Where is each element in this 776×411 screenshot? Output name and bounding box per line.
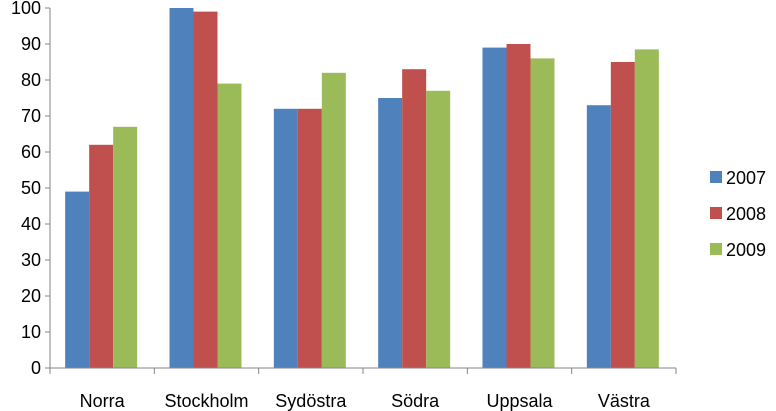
bar: [402, 69, 427, 368]
bar: [193, 11, 218, 368]
legend-swatch: [710, 207, 722, 219]
y-tick-label: 90: [21, 34, 41, 54]
bar: [321, 72, 346, 369]
bar: [113, 126, 138, 368]
y-tick-label: 40: [21, 214, 41, 234]
y-tick-label: 50: [21, 178, 41, 198]
bar: [297, 108, 322, 369]
x-tick-label: Södra: [391, 391, 440, 411]
x-axis: Norra Stockholm Sydöstra Södra Uppsala Västra: [49, 367, 677, 411]
bar: [530, 58, 555, 369]
legend-label: 2008: [726, 204, 766, 224]
bar: [586, 105, 611, 368]
y-tick-label: 80: [21, 70, 41, 90]
bar: [65, 191, 90, 368]
y-tick-label: 10: [21, 322, 41, 342]
y-tick-label: 30: [21, 250, 41, 270]
bar: [426, 90, 451, 369]
x-tick-label: Norra: [80, 391, 126, 411]
legend: 2007 2008 2009: [710, 168, 766, 260]
bar: [610, 62, 635, 368]
x-tick-label: Uppsala: [486, 391, 553, 411]
y-tick-label: 60: [21, 142, 41, 162]
y-tick-label: 70: [21, 106, 41, 126]
legend-swatch: [710, 171, 722, 183]
legend-label: 2007: [726, 168, 766, 188]
x-tick-label: Sydöstra: [275, 391, 347, 411]
y-tick-label: 20: [21, 286, 41, 306]
y-tick-label: 100: [11, 0, 41, 18]
bar: [378, 98, 403, 368]
bar: [217, 83, 242, 368]
bar: [634, 49, 659, 369]
legend-label: 2009: [726, 240, 766, 260]
x-tick-label: Västra: [598, 391, 651, 411]
legend-swatch: [710, 243, 722, 255]
bar: [89, 144, 114, 368]
y-axis: 0 10 20 30 40 50 60 70 80 90 100: [11, 0, 51, 378]
bar: [482, 47, 507, 368]
bar: [273, 108, 298, 369]
y-tick-label: 0: [31, 358, 41, 378]
bar: [506, 44, 531, 368]
bars: [65, 8, 659, 369]
bar: [169, 8, 194, 368]
x-tick-label: Stockholm: [164, 391, 248, 411]
